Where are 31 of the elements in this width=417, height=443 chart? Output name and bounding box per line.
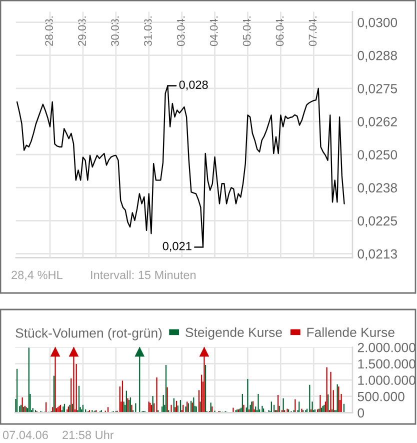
y-tick-label: 0,0225 bbox=[358, 216, 398, 228]
x-tick-label: 29.03. bbox=[78, 16, 86, 46]
y-tick-label: 500.000 bbox=[358, 392, 404, 402]
y-tick-label: 0,0288 bbox=[358, 50, 398, 62]
y-tick-label: 0,0300 bbox=[358, 18, 398, 29]
y-tick-label: 1.000.000 bbox=[358, 376, 416, 385]
x-tick-label: 05.04. bbox=[242, 16, 251, 46]
text: Intervall: 15 Minuten bbox=[91, 270, 196, 280]
y-tick-label: 0,0250 bbox=[358, 150, 398, 162]
x-tick-label: 07.04. bbox=[308, 16, 317, 46]
y-tick-label: 0,0213 bbox=[358, 249, 397, 260]
y-tick-label: 0,0275 bbox=[358, 84, 398, 95]
text: 21:58 Uhr bbox=[62, 430, 114, 440]
y-tick-label: 2.000.000 bbox=[358, 342, 416, 352]
annotation: 0,021 bbox=[162, 242, 192, 252]
legend-label: Steigende Kurse bbox=[186, 327, 282, 340]
x-tick-label: 28.03. bbox=[45, 16, 53, 46]
x-tick-label: 03.04. bbox=[176, 16, 185, 46]
annotation: 0,028 bbox=[179, 80, 208, 90]
x-tick-label: 30.03. bbox=[111, 16, 119, 46]
x-tick-label: 04.04. bbox=[210, 16, 218, 46]
chart-title: Stück-Volumen (rot-grün) bbox=[16, 328, 162, 340]
y-tick-label: 1.500.000 bbox=[358, 359, 416, 369]
legend-label: Fallende Kurse bbox=[307, 327, 394, 338]
y-tick-label: 0 bbox=[358, 408, 364, 418]
x-tick-label: 06.04. bbox=[276, 16, 284, 46]
text: 28,4 %HL bbox=[12, 270, 62, 281]
y-tick-label: 0,0238 bbox=[358, 183, 398, 194]
text: 07.04.06 bbox=[2, 430, 48, 440]
y-tick-label: 0,0262 bbox=[358, 117, 397, 128]
x-tick-label: 31.03. bbox=[144, 16, 152, 46]
